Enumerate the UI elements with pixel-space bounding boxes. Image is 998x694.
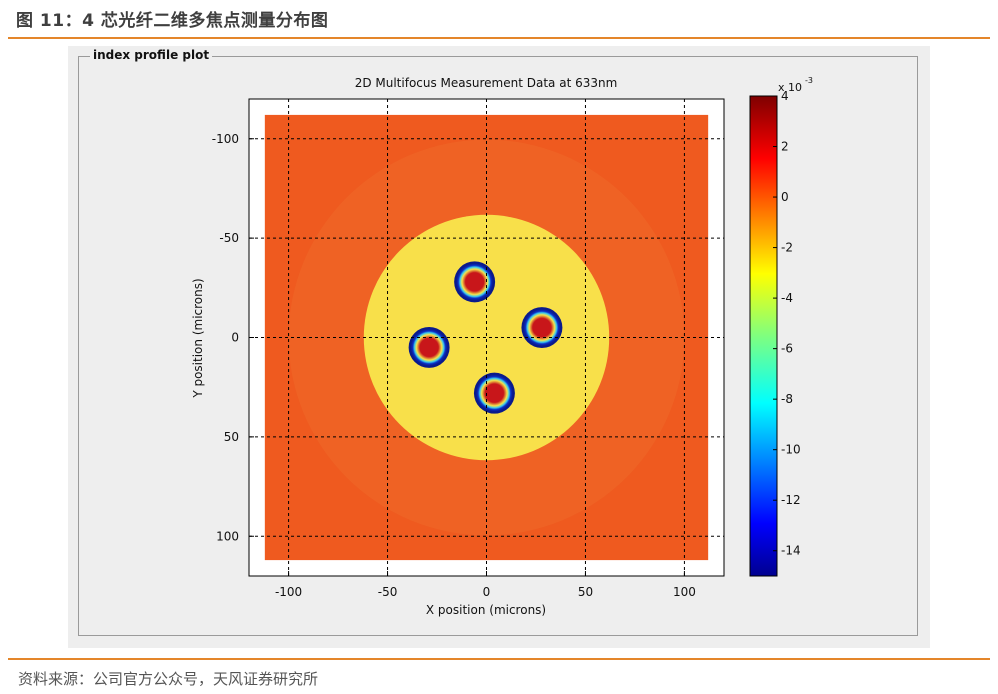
colorbar-multiplier: x 10 [778,81,802,94]
y-tick-label: 0 [231,331,239,345]
chart-title: 2D Multifocus Measurement Data at 633nm [355,76,618,90]
colorbar-tick-label: -4 [781,291,793,305]
x-tick-label: 100 [673,585,696,599]
y-axis-label: Y position (microns) [191,278,205,398]
y-tick-label: 100 [216,529,239,543]
bottom-divider [8,658,990,660]
core-left [408,326,450,368]
core-region [363,214,610,461]
x-tick-label: -50 [378,585,398,599]
core-top [454,261,496,303]
colorbar-tick-label: -12 [781,493,801,507]
plot-groupbox [78,56,918,636]
colorbar-ramp [749,95,778,577]
x-tick-label: -100 [275,585,302,599]
axis-ticks: -100 -50 0 50 100 -100 -50 0 50 100 [212,132,696,599]
colorbar-tick-label: -6 [781,342,793,356]
x-tick-label: 50 [578,585,593,599]
colorbar-tick-label: -14 [781,544,801,558]
colorbar-exponent: -3 [805,76,813,85]
top-divider [8,37,990,39]
y-tick-label: -50 [219,231,239,245]
x-axis-label: X position (microns) [426,603,546,617]
colorbar-tick-label: 0 [781,190,789,204]
core-right [521,307,563,349]
grid-lines [249,99,724,576]
groupbox-label: index profile plot [90,48,213,62]
colorbar-tick-label: 2 [781,140,789,154]
figure-title: 图 11：4 芯光纤二维多焦点测量分布图 [16,11,329,31]
source-note: 资料来源：公司官方公众号，天风证券研究所 [18,670,319,688]
colorbar: 4 2 0 -2 -4 -6 -8 -10 -12 -14 [749,89,801,577]
x-tick-label: 0 [483,585,491,599]
core-bottom [473,372,515,414]
y-tick-label: -100 [212,132,239,146]
colorbar-tick-label: -2 [781,241,793,255]
y-tick-label: 50 [224,430,239,444]
colorbar-tick-label: 4 [781,89,789,103]
colorbar-tick-label: -10 [781,443,801,457]
colorbar-tick-label: -8 [781,392,793,406]
